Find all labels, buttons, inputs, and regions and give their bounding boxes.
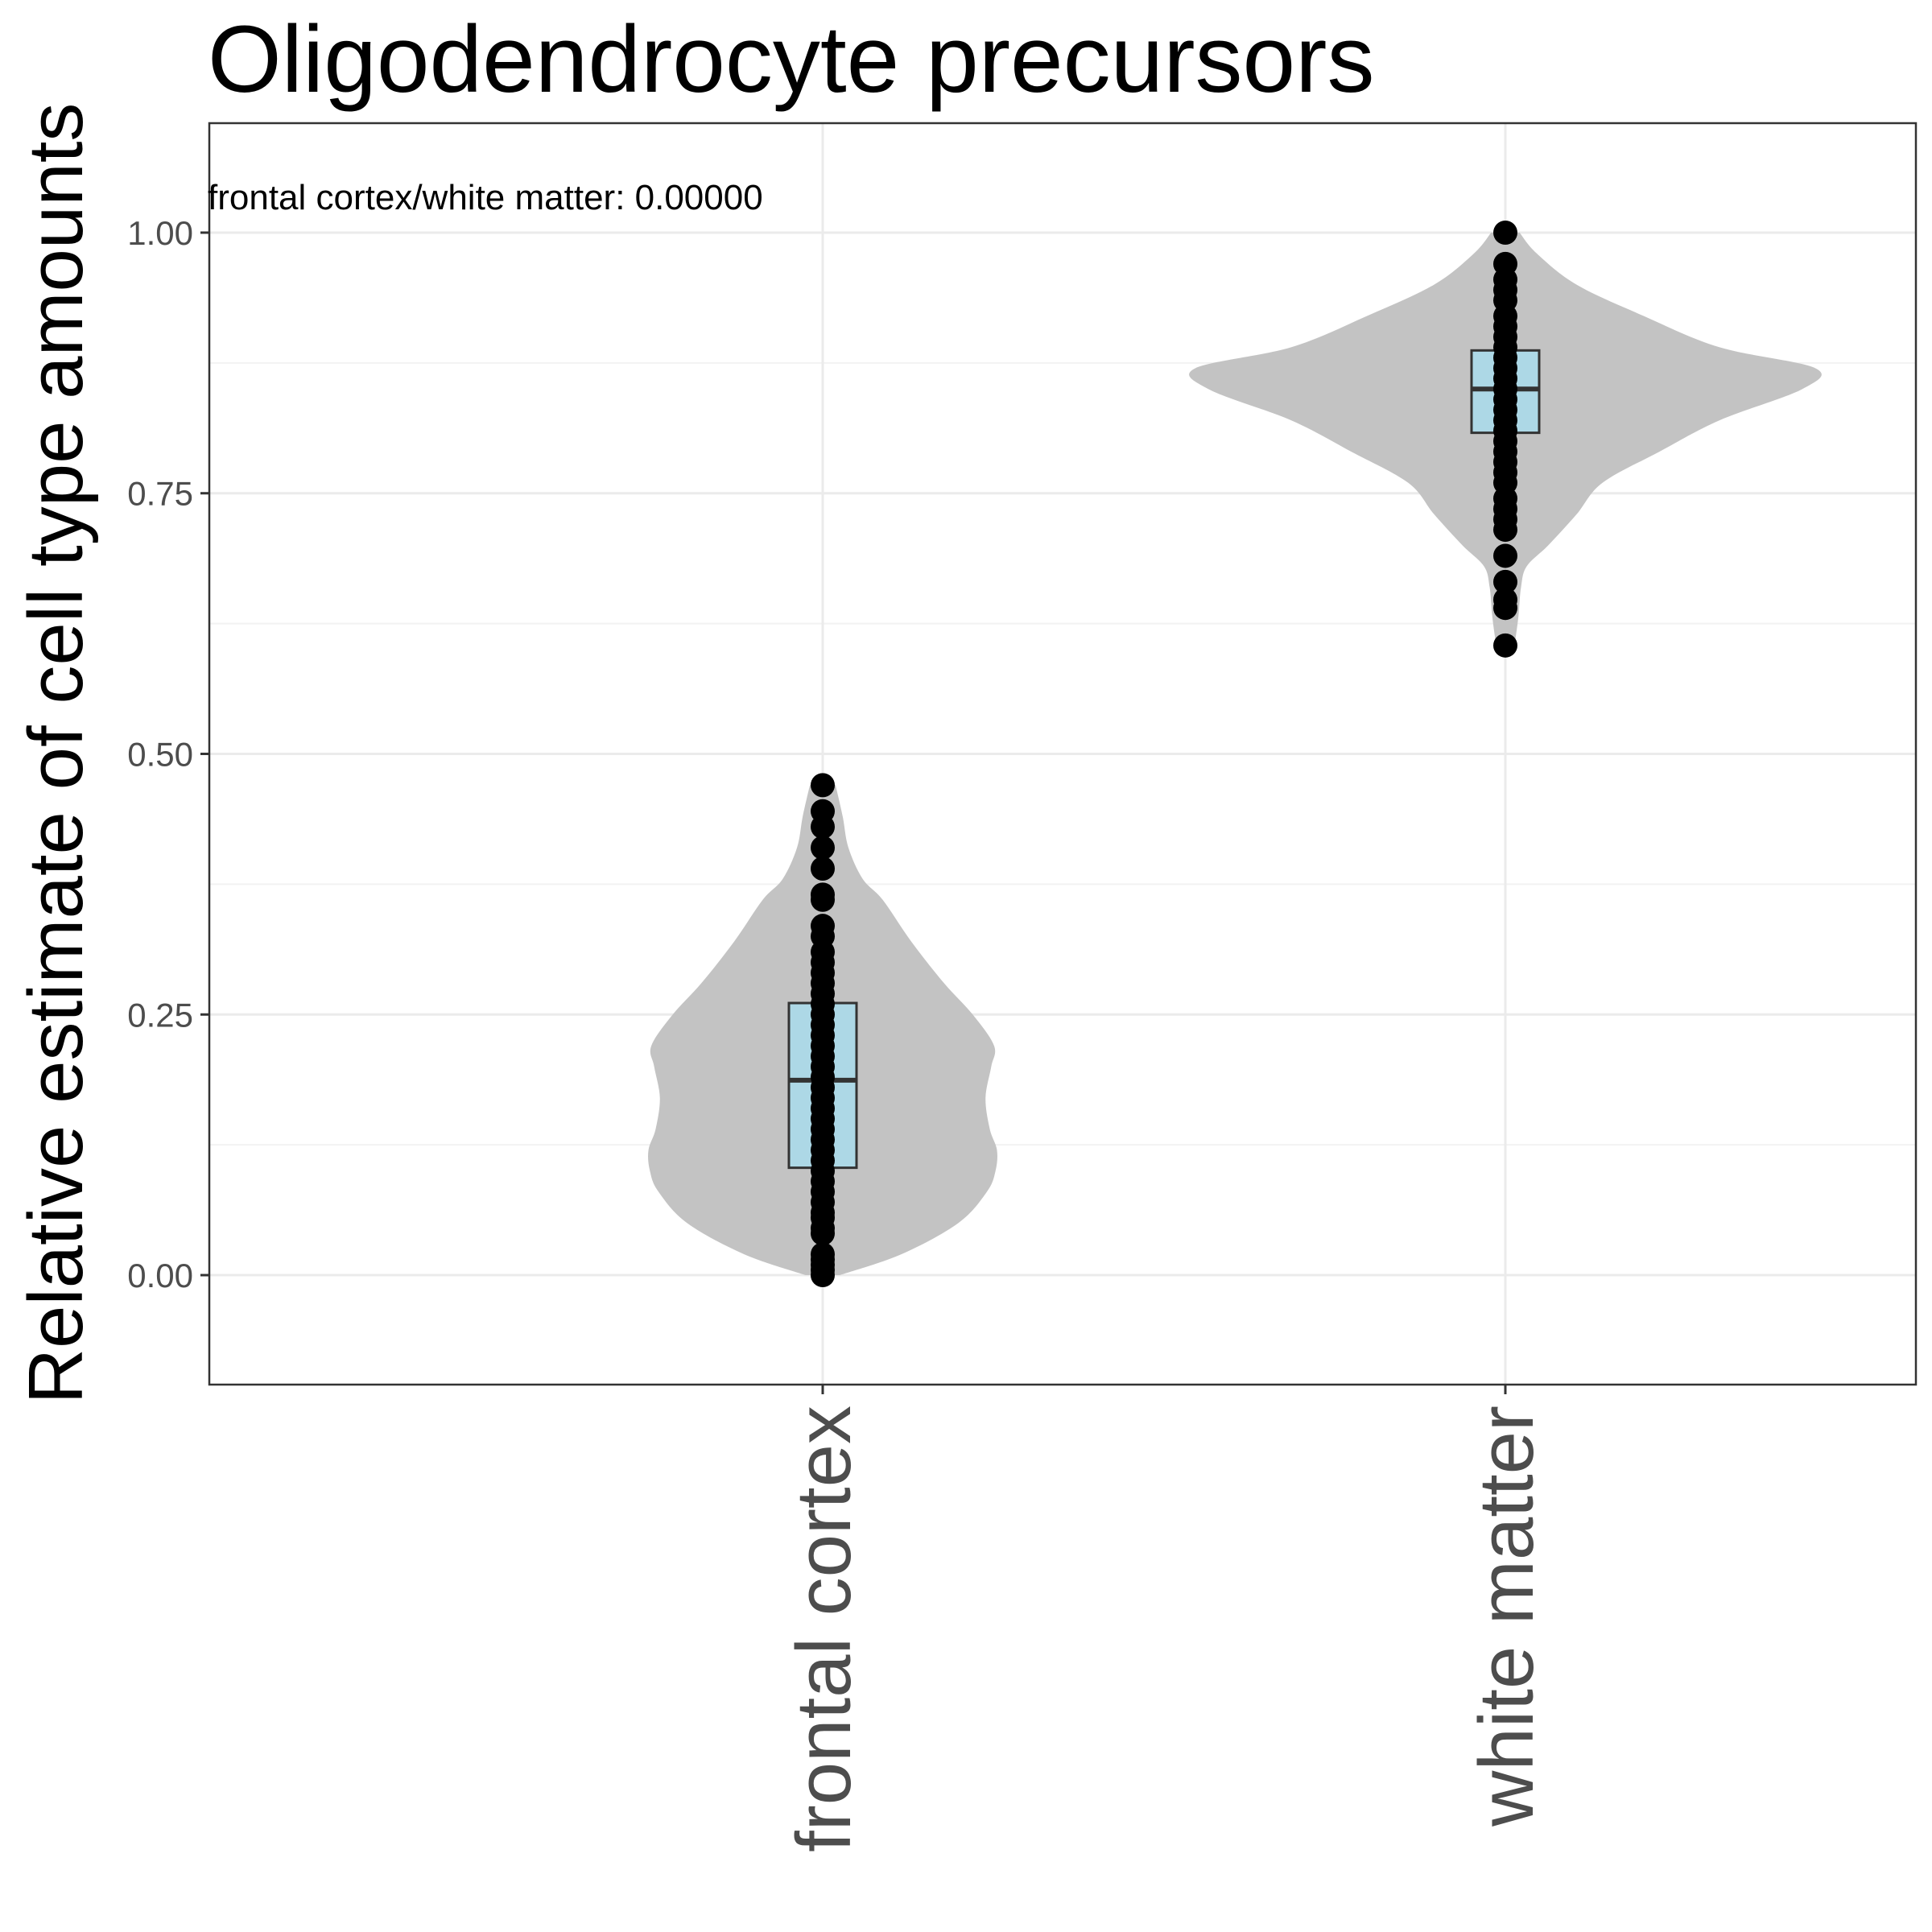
data-point bbox=[811, 914, 835, 939]
significance-annotation: frontal cortex/white matter: 0.00000 bbox=[208, 178, 763, 217]
y-tick-label: 1.00 bbox=[127, 214, 193, 252]
data-point bbox=[811, 773, 835, 798]
data-point bbox=[1493, 251, 1517, 276]
chart-title: Oligodendrocyte precursors bbox=[208, 6, 1374, 113]
data-point bbox=[1493, 220, 1517, 245]
y-tick-label: 0.25 bbox=[127, 996, 193, 1034]
y-tick-label: 0.00 bbox=[127, 1257, 193, 1294]
y-tick-label: 0.50 bbox=[127, 736, 193, 774]
data-point bbox=[1493, 633, 1517, 658]
data-point bbox=[811, 856, 835, 881]
x-tick-label: frontal cortex bbox=[781, 1406, 867, 1852]
x-tick-label: white matter bbox=[1463, 1406, 1550, 1827]
y-tick-label: 0.75 bbox=[127, 475, 193, 513]
data-point bbox=[811, 836, 835, 861]
data-point bbox=[1493, 569, 1517, 594]
data-point bbox=[1493, 543, 1517, 568]
data-point bbox=[811, 882, 835, 907]
data-point bbox=[1493, 587, 1517, 612]
data-point bbox=[811, 1242, 835, 1267]
data-point bbox=[811, 799, 835, 824]
point-layer bbox=[811, 220, 1517, 1288]
y-axis-label: Relative estimate of cell type amounts bbox=[13, 103, 99, 1405]
axis-layer: 0.00 0.25 0.50 0.75 1.00 frontal cortex white … bbox=[127, 214, 1550, 1852]
